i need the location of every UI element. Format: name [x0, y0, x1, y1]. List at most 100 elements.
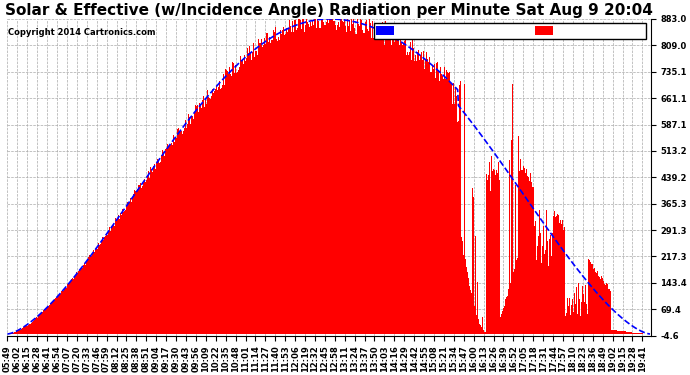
Bar [209, 98, 210, 334]
Bar [378, 31, 379, 334]
Bar [572, 299, 573, 334]
Bar [70, 282, 71, 334]
Bar [352, 24, 353, 334]
Bar [380, 40, 381, 334]
Bar [396, 32, 397, 334]
Bar [575, 310, 576, 334]
Bar [295, 20, 296, 334]
Bar [382, 22, 383, 334]
Bar [303, 20, 304, 334]
Bar [207, 90, 208, 334]
Bar [157, 159, 158, 334]
Bar [620, 331, 622, 334]
Bar [509, 160, 510, 334]
Bar [429, 57, 430, 334]
Bar [423, 51, 424, 334]
Bar [318, 21, 319, 334]
Bar [97, 249, 98, 334]
Bar [300, 20, 301, 334]
Bar [373, 38, 374, 334]
Bar [139, 184, 140, 334]
Bar [309, 27, 310, 334]
Bar [186, 128, 187, 334]
Bar [285, 34, 286, 334]
Bar [330, 11, 331, 334]
Bar [401, 43, 402, 334]
Bar [604, 285, 605, 334]
Bar [338, 22, 339, 334]
Bar [137, 193, 138, 334]
Bar [426, 60, 428, 334]
Bar [566, 313, 567, 334]
Bar [419, 60, 420, 334]
Bar [321, 22, 322, 334]
Bar [35, 318, 36, 334]
Bar [257, 55, 258, 334]
Bar [505, 299, 506, 334]
Bar [82, 268, 83, 334]
Bar [409, 53, 410, 334]
Bar [168, 147, 169, 334]
Bar [609, 290, 610, 334]
Bar [62, 291, 63, 334]
Bar [548, 266, 549, 334]
Bar [484, 332, 485, 334]
Bar [482, 317, 483, 334]
Bar [465, 260, 466, 334]
Bar [425, 58, 426, 334]
Bar [58, 296, 59, 334]
Bar [374, 24, 375, 334]
Bar [444, 67, 445, 334]
Bar [589, 260, 590, 334]
Bar [388, 42, 389, 334]
Bar [600, 279, 601, 334]
Bar [204, 107, 205, 334]
Bar [279, 40, 280, 334]
Bar [619, 331, 620, 334]
Bar [608, 286, 609, 334]
Bar [475, 313, 476, 334]
Bar [89, 258, 90, 334]
Bar [183, 130, 184, 334]
Bar [439, 81, 440, 334]
Bar [92, 254, 93, 334]
Bar [367, 29, 368, 334]
Bar [125, 207, 126, 334]
Bar [255, 51, 256, 334]
Bar [525, 173, 526, 334]
Bar [634, 333, 635, 334]
Bar [594, 268, 595, 334]
Bar [214, 91, 215, 334]
Bar [304, 32, 305, 334]
Bar [184, 129, 185, 334]
Bar [480, 325, 481, 334]
Bar [342, 21, 343, 334]
Bar [66, 287, 68, 334]
Bar [414, 61, 415, 334]
Bar [203, 96, 204, 334]
Bar [146, 180, 147, 334]
Bar [469, 286, 471, 334]
Bar [237, 72, 238, 334]
Bar [259, 38, 260, 334]
Bar [343, 22, 344, 334]
Bar [249, 46, 250, 334]
Bar [142, 186, 143, 334]
Bar [179, 132, 180, 334]
Bar [537, 227, 538, 334]
Bar [507, 296, 508, 334]
Bar [296, 30, 297, 334]
Bar [148, 171, 149, 334]
Bar [278, 37, 279, 334]
Bar [629, 332, 630, 334]
Bar [114, 226, 115, 334]
Bar [235, 65, 236, 334]
Bar [442, 76, 443, 334]
Bar [219, 81, 220, 334]
Bar [468, 278, 469, 334]
Bar [627, 332, 628, 334]
Bar [491, 156, 492, 334]
Bar [226, 70, 227, 334]
Bar [165, 148, 166, 334]
Bar [20, 330, 21, 334]
